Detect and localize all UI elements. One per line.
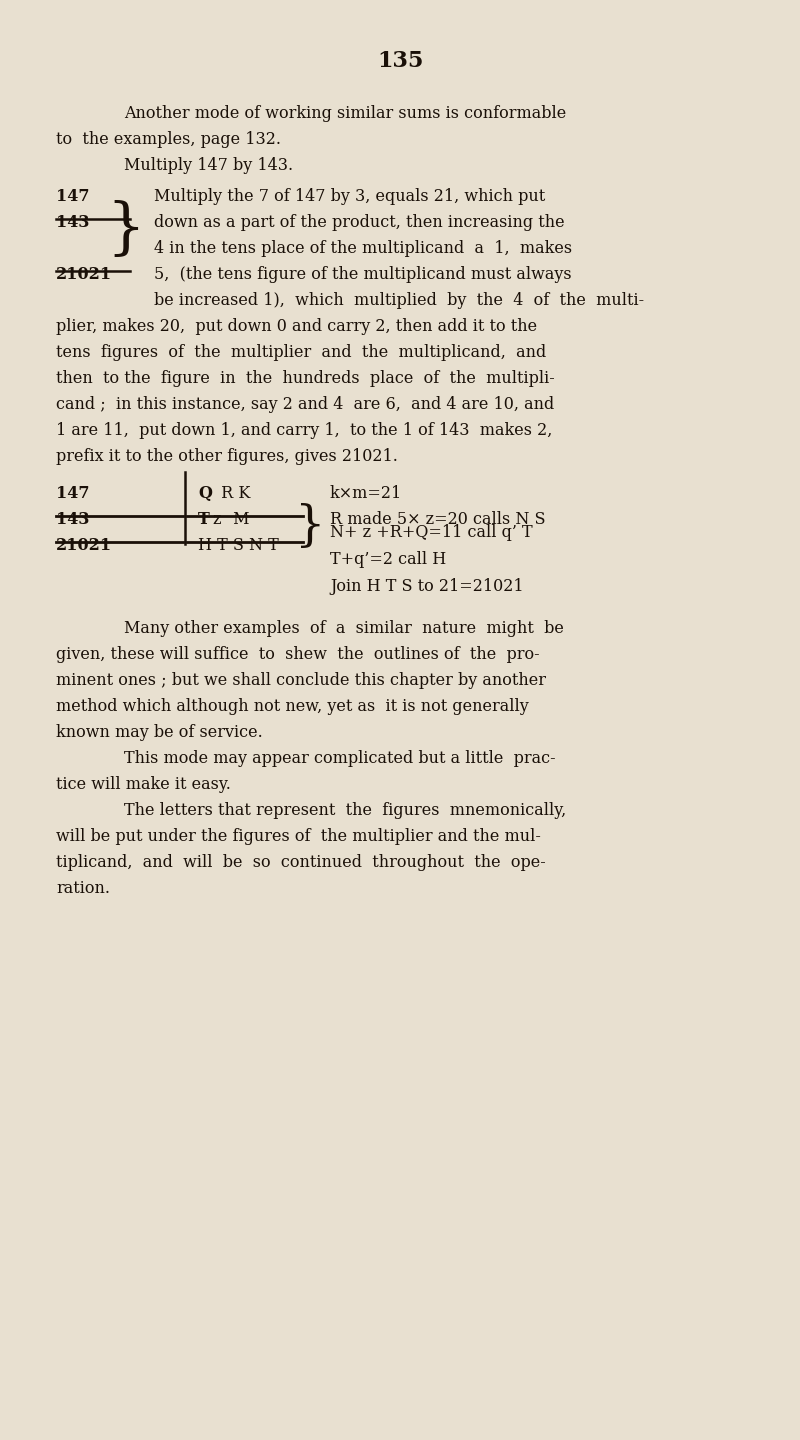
Text: 5,  (the tens figure of the multiplicand must always: 5, (the tens figure of the multiplicand … bbox=[154, 266, 572, 284]
Text: 143: 143 bbox=[56, 215, 90, 232]
Text: to  the examples, page 132.: to the examples, page 132. bbox=[56, 131, 281, 148]
Text: 147: 147 bbox=[56, 485, 90, 501]
Text: cand ;  in this instance, say 2 and 4  are 6,  and 4 are 10, and: cand ; in this instance, say 2 and 4 are… bbox=[56, 396, 554, 413]
Text: will be put under the figures of  the multiplier and the mul-: will be put under the figures of the mul… bbox=[56, 828, 541, 845]
Text: This mode may appear complicated but a little  prac-: This mode may appear complicated but a l… bbox=[124, 750, 556, 766]
Text: R made 5× z=20 calls N S: R made 5× z=20 calls N S bbox=[330, 511, 546, 527]
Text: plier, makes 20,  put down 0 and carry 2, then add it to the: plier, makes 20, put down 0 and carry 2,… bbox=[56, 318, 537, 336]
Text: 21021: 21021 bbox=[56, 266, 112, 284]
Text: tiplicand,  and  will  be  so  continued  throughout  the  ope-: tiplicand, and will be so continued thro… bbox=[56, 854, 546, 871]
Text: tice will make it easy.: tice will make it easy. bbox=[56, 776, 231, 793]
Text: 1 are 11,  put down 1, and carry 1,  to the 1 of 143  makes 2,: 1 are 11, put down 1, and carry 1, to th… bbox=[56, 422, 552, 439]
Text: z: z bbox=[212, 511, 221, 527]
Text: then  to the  figure  in  the  hundreds  place  of  the  multipli-: then to the figure in the hundreds place… bbox=[56, 370, 554, 387]
Text: 21021: 21021 bbox=[56, 537, 112, 553]
Text: T+q’=2 call H: T+q’=2 call H bbox=[330, 552, 446, 567]
Text: be increased 1),  which  multiplied  by  the  4  of  the  multi-: be increased 1), which multiplied by the… bbox=[154, 292, 644, 310]
Text: H T S N T: H T S N T bbox=[198, 537, 278, 553]
Text: }: } bbox=[106, 200, 145, 261]
Text: 143: 143 bbox=[56, 511, 90, 527]
Text: minent ones ; but we shall conclude this chapter by another: minent ones ; but we shall conclude this… bbox=[56, 672, 546, 688]
Text: known may be of service.: known may be of service. bbox=[56, 724, 262, 740]
Text: prefix it to the other figures, gives 21021.: prefix it to the other figures, gives 21… bbox=[56, 448, 398, 465]
Text: Another mode of working similar sums is conformable: Another mode of working similar sums is … bbox=[124, 105, 566, 122]
Text: Q: Q bbox=[198, 485, 212, 501]
Text: ration.: ration. bbox=[56, 880, 110, 897]
Text: R K: R K bbox=[216, 485, 250, 501]
Text: M: M bbox=[228, 511, 250, 527]
Text: 147: 147 bbox=[56, 189, 90, 204]
Text: }: } bbox=[295, 503, 326, 550]
Text: T: T bbox=[198, 511, 210, 527]
Text: N+ z +R+Q=11 call q’ T: N+ z +R+Q=11 call q’ T bbox=[330, 524, 533, 540]
Text: down as a part of the product, then increasing the: down as a part of the product, then incr… bbox=[154, 215, 565, 232]
Text: method which although not new, yet as  it is not generally: method which although not new, yet as it… bbox=[56, 698, 529, 714]
Text: The letters that represent  the  figures  mnemonically,: The letters that represent the figures m… bbox=[124, 802, 566, 819]
Text: Join H T S to 21=21021: Join H T S to 21=21021 bbox=[330, 579, 524, 595]
Text: given, these will suffice  to  shew  the  outlines of  the  pro-: given, these will suffice to shew the ou… bbox=[56, 645, 540, 662]
Text: 135: 135 bbox=[377, 50, 423, 72]
Text: Many other examples  of  a  similar  nature  might  be: Many other examples of a similar nature … bbox=[124, 619, 564, 636]
Text: k×m=21: k×m=21 bbox=[330, 485, 402, 501]
Text: Multiply the 7 of 147 by 3, equals 21, which put: Multiply the 7 of 147 by 3, equals 21, w… bbox=[154, 189, 546, 204]
Text: tens  figures  of  the  multiplier  and  the  multiplicand,  and: tens figures of the multiplier and the m… bbox=[56, 344, 546, 361]
Text: Multiply 147 by 143.: Multiply 147 by 143. bbox=[124, 157, 293, 174]
Text: 4 in the tens place of the multiplicand  a  1,  makes: 4 in the tens place of the multiplicand … bbox=[154, 240, 572, 258]
